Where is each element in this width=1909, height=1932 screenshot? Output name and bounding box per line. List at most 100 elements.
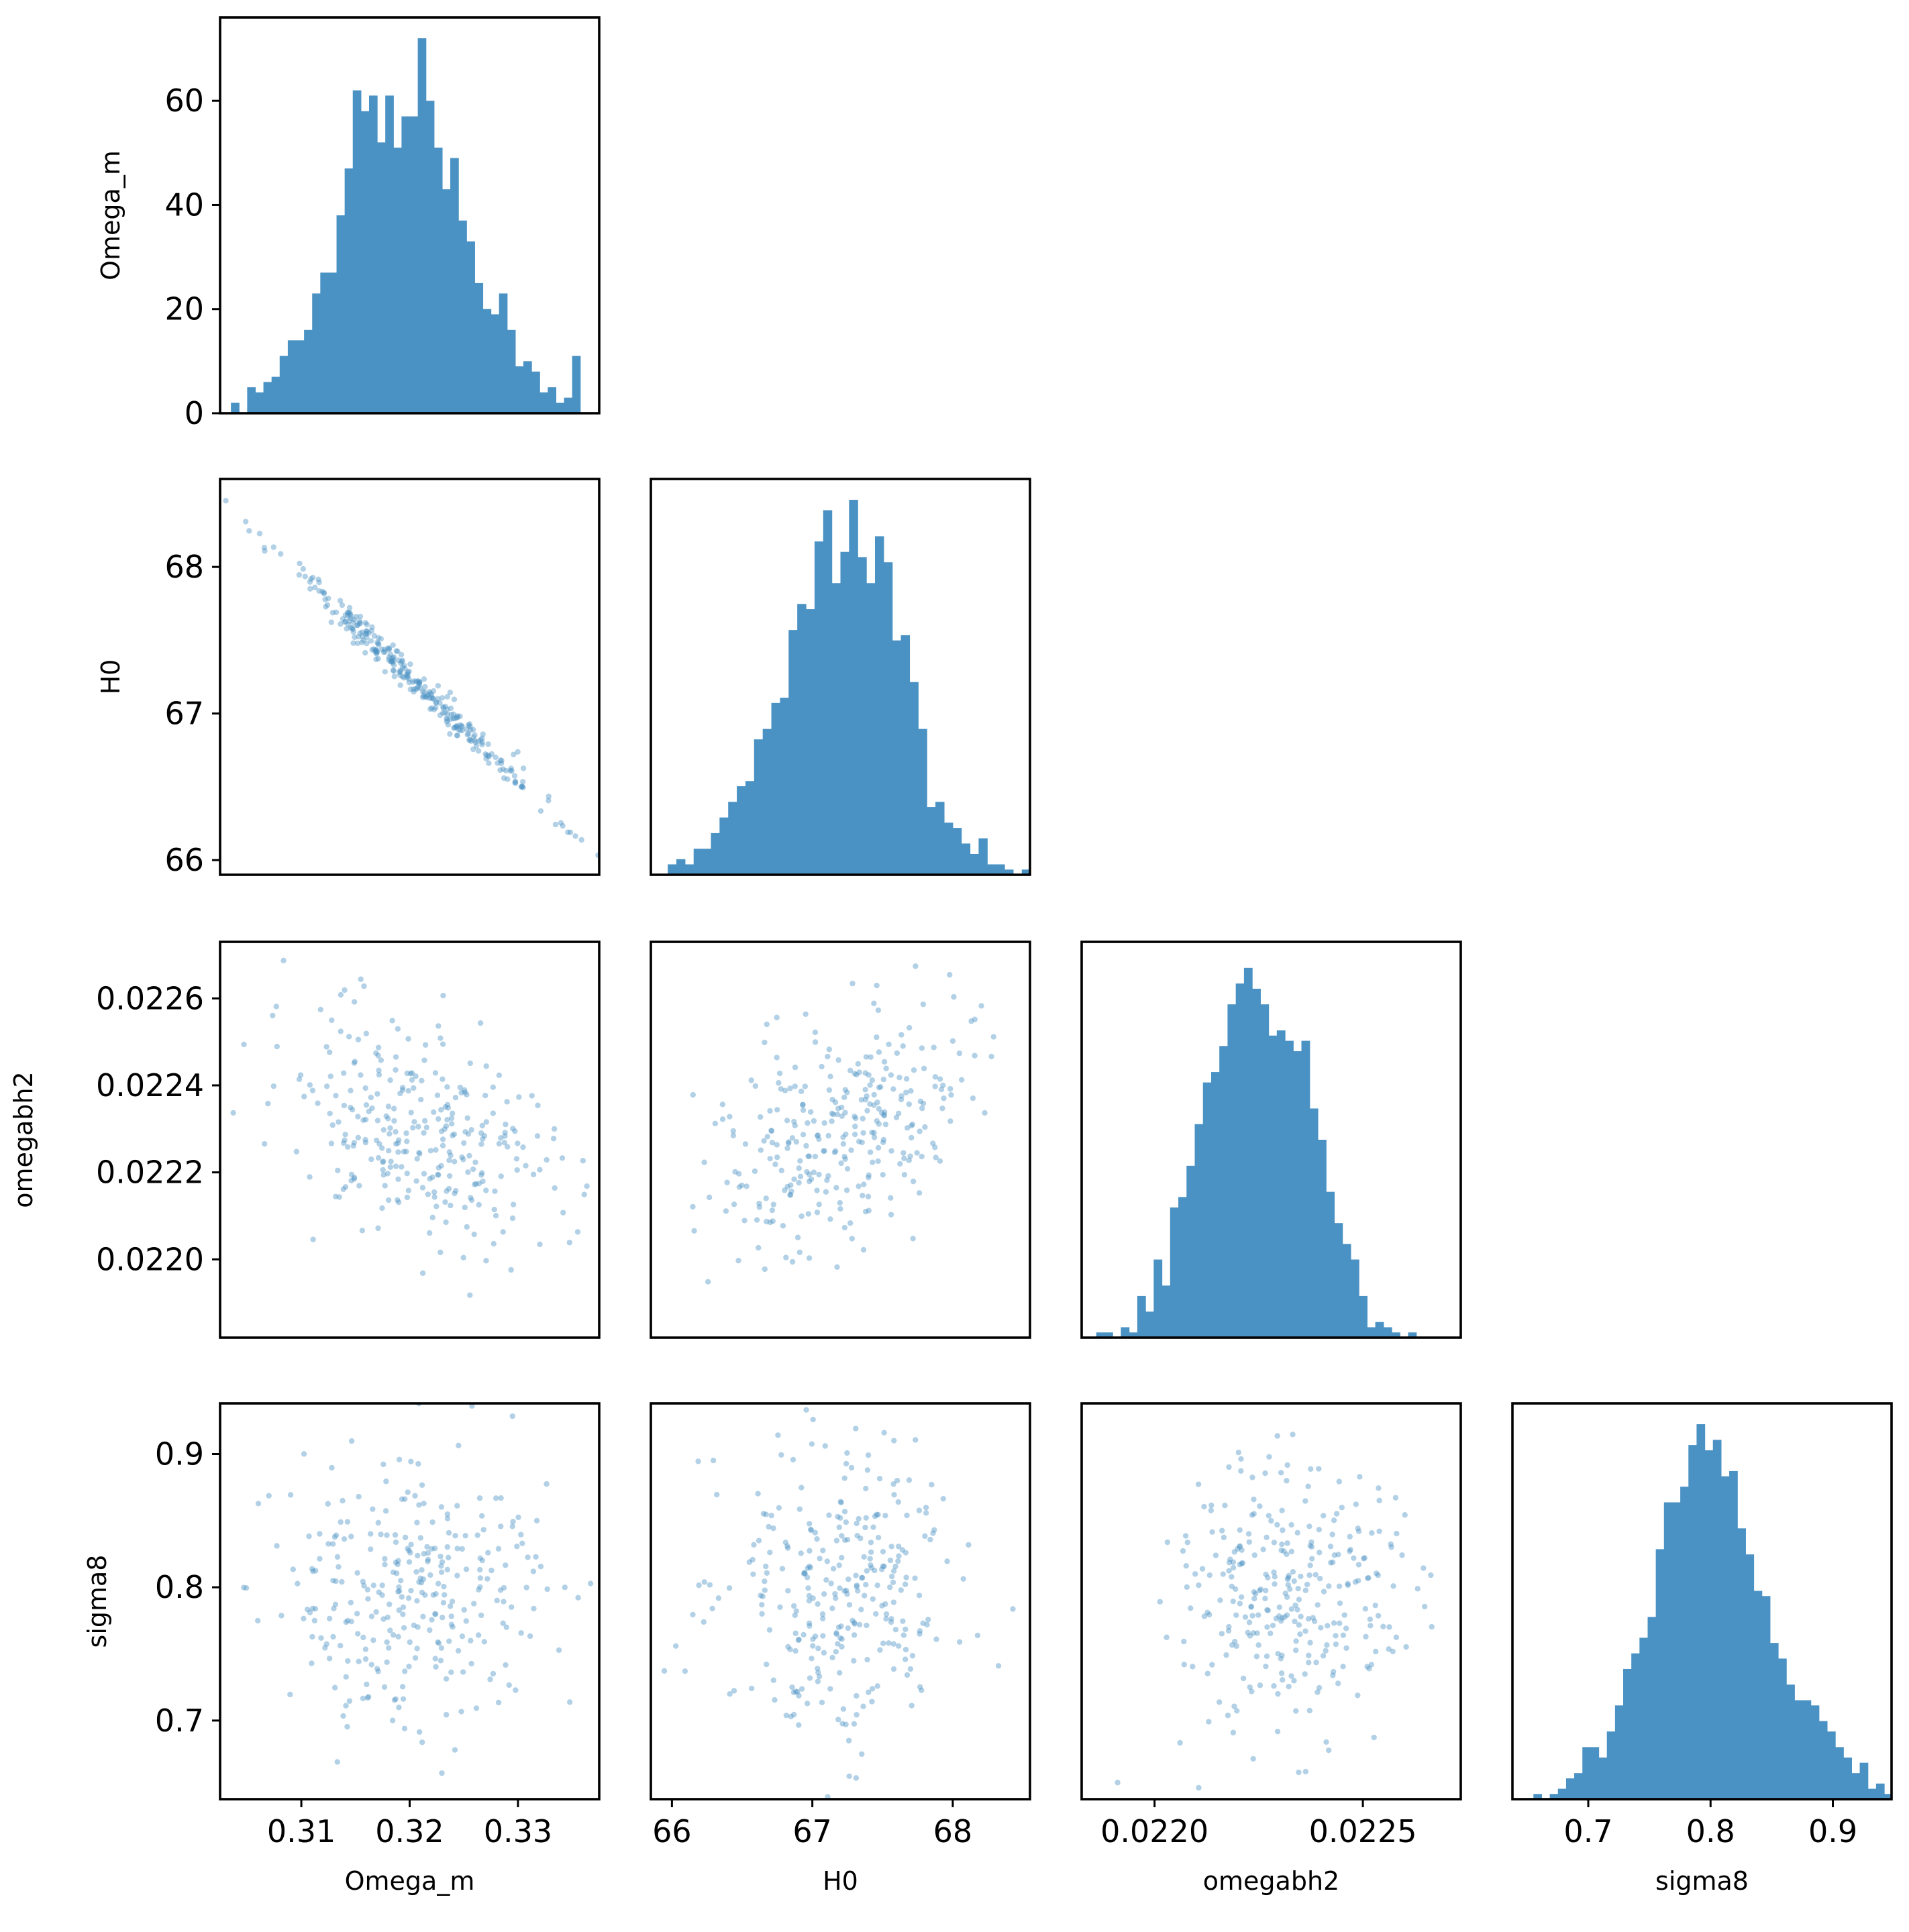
scatter-point [503,1662,509,1668]
scatter-point [357,620,364,627]
scatter-point [419,694,426,700]
scatter-point [356,621,362,627]
scatter-point [1286,1572,1292,1579]
scatter-point [448,1621,455,1627]
scatter-point [362,1116,369,1123]
scatter-point [544,1157,550,1163]
scatter-point [391,1106,397,1112]
scatter-point [849,1617,856,1623]
hist-bar [263,382,272,413]
scatter-point [756,1538,762,1544]
scatter-point [829,1654,835,1661]
scatter-point [1295,1585,1301,1592]
scatter-point [446,1149,452,1155]
scatter-point [309,1605,316,1612]
scatter-point [788,1182,794,1188]
scatter-point [454,1572,460,1578]
scatter-point [844,1537,851,1543]
panel-frame [1511,1402,1893,1801]
scatter-point [319,588,325,595]
scatter-point [391,662,397,668]
scatter-point [408,1587,414,1594]
scatter-point [830,1112,837,1118]
scatter-point [839,1721,845,1727]
scatter-point [804,1701,811,1707]
scatter-point [908,1088,914,1094]
scatter-point [841,1509,848,1515]
scatter-point [477,1584,483,1590]
scatter-point [1318,1625,1324,1631]
scatter-point [925,1617,931,1623]
scatter-point [393,1054,399,1060]
scatter-point [300,566,307,572]
scatter-point [739,1182,745,1189]
scatter-point [871,1134,878,1140]
scatter-point [1229,1583,1235,1589]
scatter-point [682,1668,688,1674]
scatter-point [1362,1606,1369,1612]
scatter-point [323,1044,329,1050]
scatter-point [710,1457,717,1464]
scatter-point [452,1747,458,1753]
scatter-point [1181,1662,1187,1668]
scatter-point [440,1041,446,1047]
scatter-point [448,1202,454,1209]
scatter-point [559,1155,566,1161]
hist-bar [1202,1082,1212,1338]
scatter-point [425,1191,431,1197]
scatter-point [520,1144,526,1150]
scatter-point [735,1257,741,1264]
hist-bar [943,822,953,875]
scatter-point [509,1215,516,1222]
scatter-point [1247,1633,1253,1639]
scatter-point [776,1080,782,1086]
scatter-point [278,1613,285,1619]
scatter-point [860,1130,866,1136]
scatter-point [393,1559,399,1566]
scatter-point [476,1587,482,1593]
scatter-point [427,1176,433,1182]
scatter-point [455,714,461,720]
scatter-point [1317,1575,1323,1582]
hist-bar [255,392,264,413]
hist-bar [1867,1788,1877,1799]
hist-bar [1162,1285,1171,1338]
scatter-point [806,1255,813,1261]
scatter-point [440,705,447,711]
scatter-point [805,1120,811,1126]
scatter-point [484,752,490,758]
scatter-point [1233,1643,1239,1650]
scatter-point [479,1170,485,1176]
scatter-point [435,1640,442,1646]
scatter-point [442,1592,448,1598]
scatter-point [785,1644,791,1650]
scatter-point [368,628,374,634]
scatter-point [898,1587,905,1593]
scatter-point [454,724,460,731]
scatter-point [344,1144,351,1150]
hist-bar [1408,1332,1417,1338]
scatter-point [356,618,363,625]
scatter-point [444,1188,450,1194]
scatter-point [421,689,427,695]
scatter-point [265,1100,271,1107]
scatter-point [364,621,370,628]
scatter-point [774,1107,780,1113]
scatter-point [440,710,446,716]
scatter-point [508,1267,514,1273]
scatter-point [464,1091,470,1097]
scatter-point [516,1094,522,1100]
scatter-point [1237,1562,1243,1568]
scatter-point [788,1188,794,1194]
scatter-point [474,1532,480,1538]
scatter-point [746,1559,753,1565]
scatter-point [893,1114,900,1121]
scatter-point [1231,1549,1237,1555]
scatter-point [427,690,433,696]
scatter-point [464,1115,470,1121]
scatter-point [1230,1729,1237,1735]
scatter-point [465,1169,471,1175]
scatter-point [411,678,418,684]
scatter-point [1232,1638,1238,1645]
